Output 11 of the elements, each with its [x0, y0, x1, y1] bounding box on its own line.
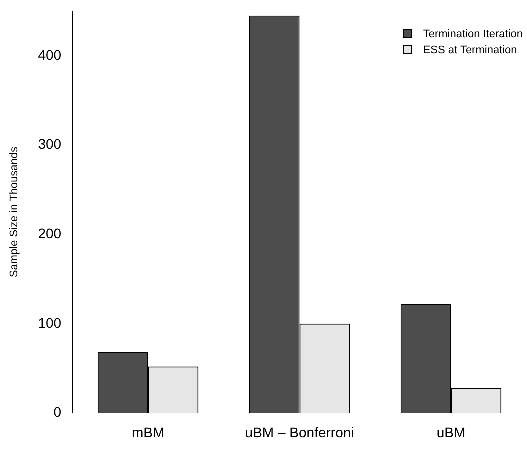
x-tick-label: uBM: [436, 424, 466, 440]
x-tick-label: mBM: [132, 424, 165, 440]
y-axis-title: Sample Size in Thousands: [8, 146, 21, 278]
y-tick-label: 300: [38, 136, 62, 152]
legend-label: Termination Iteration: [423, 28, 524, 40]
y-tick-label: 200: [38, 225, 62, 242]
x-tick-label: uBM – Bonferroni: [245, 424, 354, 440]
legend-label: ESS at Termination: [423, 44, 518, 56]
y-tick-label: 400: [38, 46, 62, 63]
y-tick-label: 100: [38, 314, 62, 331]
y-tick-label: 0: [54, 404, 62, 420]
